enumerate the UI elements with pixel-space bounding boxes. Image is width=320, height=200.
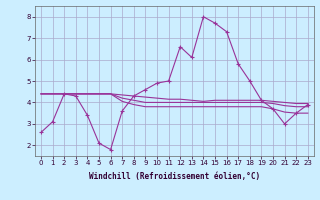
X-axis label: Windchill (Refroidissement éolien,°C): Windchill (Refroidissement éolien,°C) — [89, 172, 260, 181]
